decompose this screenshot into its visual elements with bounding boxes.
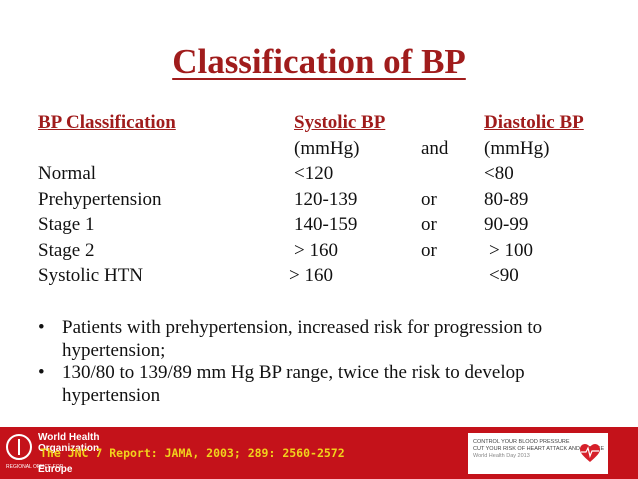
row-label: Stage 1: [38, 214, 95, 235]
heart-icon: [580, 444, 600, 462]
row-systolic: 140-159: [294, 214, 358, 235]
row-diastolic: > 100: [489, 240, 533, 261]
table-row: Prehypertension 120-139 or 80-89: [0, 189, 638, 215]
header-diastolic: Diastolic BP: [484, 112, 584, 133]
table-row: Systolic HTN > 160 <90: [0, 265, 638, 291]
row-systolic: 120-139: [294, 189, 358, 210]
table-row: Stage 1 140-159 or 90-99: [0, 214, 638, 240]
list-item: • 130/80 to 139/89 mm Hg BP range, twice…: [38, 362, 618, 407]
row-diastolic: <80: [484, 163, 514, 184]
table-units-row: (mmHg) and (mmHg): [0, 138, 638, 164]
campaign-line2: CUT YOUR RISK OF HEART ATTACK AND STROKE: [473, 446, 605, 452]
row-label: Prehypertension: [38, 189, 162, 210]
bullet-icon: •: [38, 362, 45, 383]
row-label: Normal: [38, 163, 97, 184]
list-item: • Patients with prehypertension, increas…: [38, 317, 618, 362]
reference-citation: The JNC 7 Report: JAMA, 2003; 289: 2560-…: [40, 446, 345, 460]
who-region: REGIONAL OFFICE FOR: [6, 464, 64, 470]
units-conj: and: [421, 138, 449, 159]
row-systolic: > 160: [289, 265, 333, 286]
row-conj: or: [421, 240, 437, 261]
table-row: Normal <120 <80: [0, 163, 638, 189]
row-diastolic: 90-99: [484, 214, 529, 235]
row-systolic: > 160: [294, 240, 338, 261]
who-europe: Europe: [38, 464, 73, 475]
campaign-line1: CONTROL YOUR BLOOD PRESSURE: [473, 439, 570, 445]
bullet-text: 130/80 to 139/89 mm Hg BP range, twice t…: [62, 362, 525, 406]
bullet-text: Patients with prehypertension, increased…: [62, 317, 543, 361]
units-diastolic: (mmHg): [484, 138, 550, 159]
header-classification: BP Classification: [38, 112, 176, 133]
units-systolic: (mmHg): [294, 138, 360, 159]
world-health-day-banner: CONTROL YOUR BLOOD PRESSURE CUT YOUR RIS…: [468, 433, 608, 474]
header-systolic: Systolic BP: [294, 112, 386, 133]
slide-title: Classification of BP: [172, 42, 466, 81]
table-row: Stage 2 > 160 or > 100: [0, 240, 638, 266]
bullet-list: • Patients with prehypertension, increas…: [38, 317, 618, 407]
row-diastolic: 80-89: [484, 189, 529, 210]
row-label: Stage 2: [38, 240, 95, 261]
table-header-row: BP Classification Systolic BP Diastolic …: [0, 112, 638, 138]
bullet-icon: •: [38, 317, 45, 338]
row-diastolic: <90: [489, 265, 519, 286]
row-systolic: <120: [294, 163, 334, 184]
row-conj: or: [421, 214, 437, 235]
who-emblem-icon: [6, 434, 32, 460]
row-label: Systolic HTN: [38, 265, 144, 286]
row-conj: or: [421, 189, 437, 210]
who-name: World Health Organization: [38, 432, 100, 454]
campaign-line3: World Health Day 2013: [473, 453, 530, 459]
who-logo: World Health Organization REGIONAL OFFIC…: [6, 432, 126, 476]
